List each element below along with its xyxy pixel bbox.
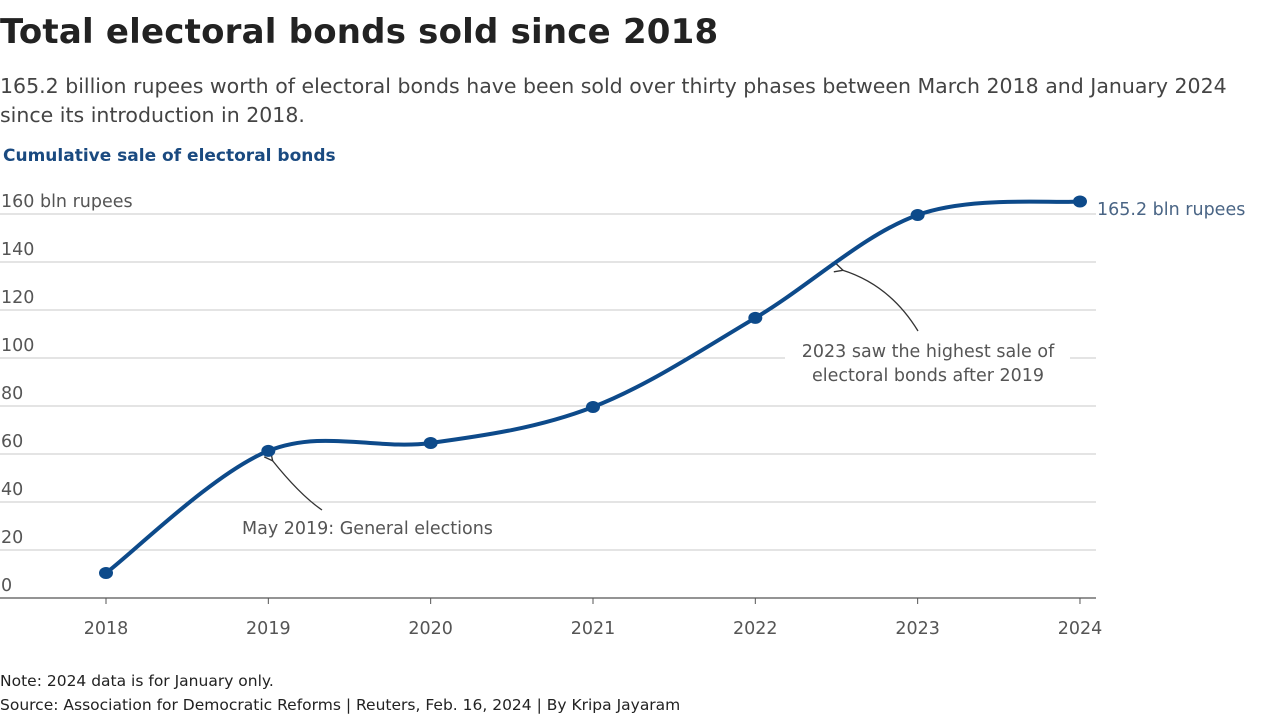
data-point	[261, 444, 276, 457]
data-point	[99, 567, 113, 580]
data-point	[748, 311, 763, 324]
y-tick-label: 40	[1, 480, 23, 500]
data-point	[1072, 195, 1087, 208]
chart-subtitle: 165.2 billion rupees worth of electoral …	[0, 74, 1227, 127]
annotation-arrow-2023	[842, 270, 919, 332]
x-tick-label: 2020	[408, 619, 453, 639]
data-point	[423, 436, 438, 449]
x-tick-label: 2019	[246, 619, 291, 639]
data-point	[585, 400, 600, 413]
x-tick-label: 2018	[84, 619, 129, 639]
footnote: Note: 2024 data is for January only.	[0, 672, 274, 690]
y-tick-label: 0	[1, 576, 12, 596]
x-tick-label: 2021	[571, 619, 616, 639]
y-tick-label: 160 bln rupees	[1, 192, 133, 212]
end-value-label: 165.2 bln rupees	[1097, 200, 1245, 220]
chart-headline: Total electoral bonds sold since 2018	[0, 12, 719, 52]
data-point	[910, 208, 925, 221]
chart-title: Cumulative sale of electoral bonds	[3, 146, 336, 166]
annotation-2023-line2: electoral bonds after 2019	[812, 366, 1044, 386]
y-tick-label: 120	[1, 288, 34, 308]
y-tick-label: 100	[1, 336, 34, 356]
y-tick-label: 20	[1, 528, 23, 548]
x-tick-label: 2023	[895, 619, 940, 639]
x-tick-label: 2022	[733, 619, 778, 639]
x-tick-label: 2024	[1058, 619, 1103, 639]
y-tick-label: 60	[1, 432, 23, 452]
annotation-2023-line1: 2023 saw the highest sale of	[802, 342, 1055, 362]
source-line: Source: Association for Democratic Refor…	[0, 696, 681, 714]
y-tick-label: 80	[1, 384, 23, 404]
y-tick-label: 140	[1, 240, 34, 260]
annotation-arrow-elections	[272, 460, 323, 511]
annotation-elections: May 2019: General elections	[242, 519, 493, 539]
